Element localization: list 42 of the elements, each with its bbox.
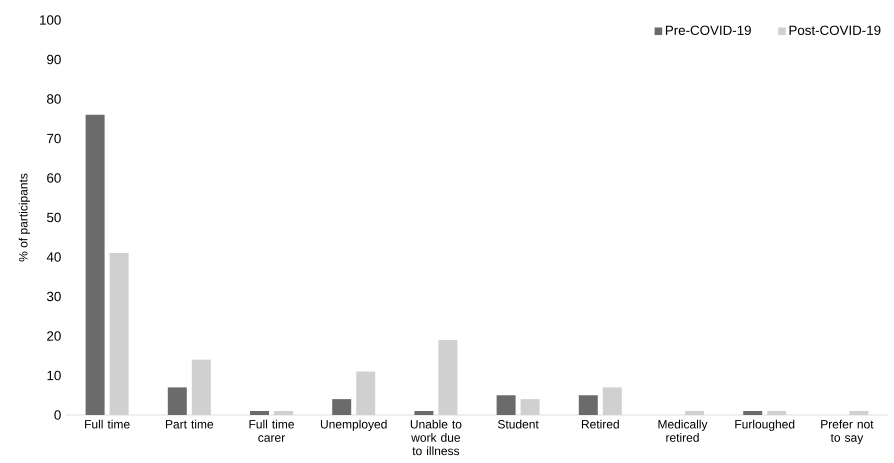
bar [602,387,622,415]
y-tick-label: 90 [47,54,61,64]
bar [496,395,516,415]
bar [685,411,704,415]
bar [520,399,540,415]
bar [743,411,762,415]
y-tick-label: 80 [47,94,61,104]
y-tick-label: 30 [46,292,61,302]
y-tick-label: 50 [47,212,61,222]
x-tick-label: Retired [582,420,619,429]
y-tick-label: 10 [47,370,61,380]
bar [168,387,187,415]
bar [414,411,434,415]
bar [578,395,598,415]
x-tick-label: Full time carer [249,420,294,442]
x-tick-label: Part time [166,420,214,429]
bar [767,411,786,415]
bar [438,340,458,415]
bar [250,411,270,415]
x-tick-label: Unable to work due to illness [410,420,462,456]
y-tick-label: 40 [46,252,61,262]
bar [110,253,129,415]
y-tick-label: 20 [47,331,61,341]
bar [274,411,294,415]
y-tick-label: 0 [54,410,61,420]
x-tick-label: Medically retired [658,420,708,442]
bar [356,372,376,415]
y-tick-label: 100 [40,15,61,25]
legend-label: Post-COVID-19 [790,26,880,36]
x-tick-label: Student [498,420,539,429]
bar [86,114,105,415]
x-tick-label: Prefer not to say [821,420,874,444]
bar [192,360,211,415]
x-tick-label: Full time [85,420,130,429]
y-tick-label: 60 [47,173,61,183]
y-tick-label: 70 [47,134,61,144]
y-axis-title: % of participants [18,174,30,262]
x-tick-label: Furloughed [735,420,794,431]
x-tick-label: Unemployed [320,420,387,431]
legend-label: Pre-COVID-19 [666,26,751,36]
bar [849,411,868,415]
bar [332,399,352,415]
